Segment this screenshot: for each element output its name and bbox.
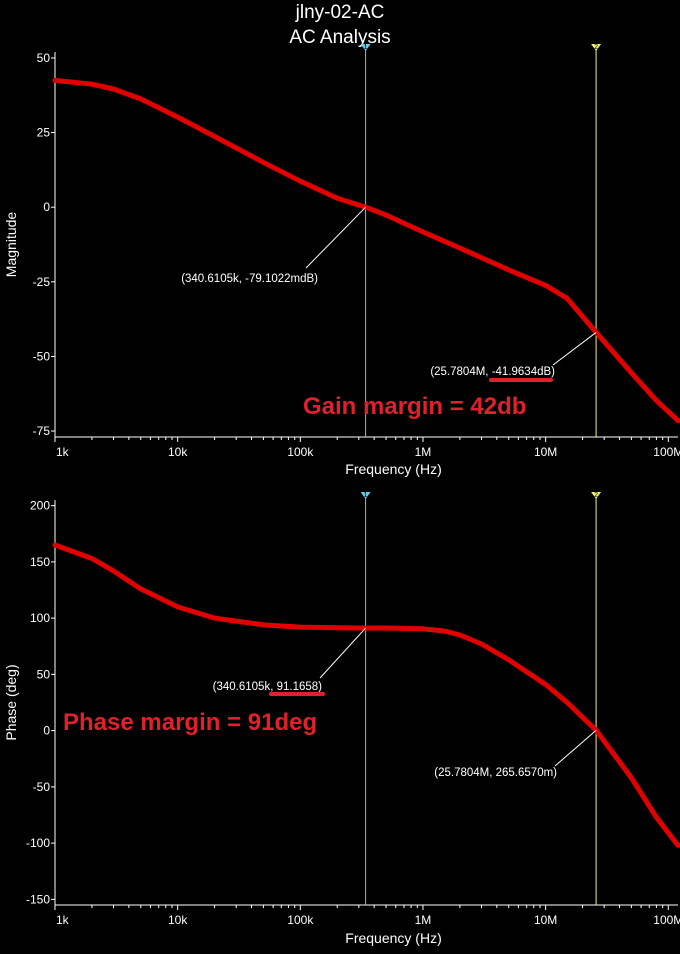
y-tick-label: 0 — [43, 200, 50, 214]
x-tick-label: 10k — [168, 445, 188, 459]
y-tick-label: -50 — [33, 349, 51, 363]
y-tick-label: -100 — [26, 836, 50, 850]
x-tick-label: 1k — [56, 445, 70, 459]
annotation-leader — [319, 627, 366, 679]
annotation-leader — [552, 332, 597, 366]
x-tick-label: 10M — [534, 445, 557, 459]
y-tick-label: 0 — [43, 724, 50, 738]
magnitude-panel: 50 25 0 -25 -50 -75 1k 10k 100k 1M 10M 100M Frequenc… — [3, 44, 680, 477]
trace-line — [52, 542, 680, 848]
cursor-1-label: 1 — [364, 44, 368, 51]
y-tick-label: -50 — [33, 780, 51, 794]
chart-subtitle: AC Analysis — [289, 27, 391, 48]
cursor-2-label: 2 — [594, 492, 598, 499]
annotation-label: (25.7804M, -41.9634dB) — [430, 366, 555, 378]
annotation-label: (340.6105k, 91.1658) — [213, 681, 323, 693]
x-tick-label: 100k — [287, 913, 314, 927]
chart-title: jlny-02-AC — [295, 2, 385, 23]
cursor-2-label: 2 — [594, 44, 598, 51]
trace-line — [52, 77, 680, 424]
y-tick-label: 50 — [37, 51, 51, 65]
x-tick-label: 100k — [287, 445, 314, 459]
cursor-2-marker — [591, 492, 602, 499]
y-axis-label: Phase (deg) — [3, 664, 19, 740]
y-tick-label: -75 — [33, 424, 51, 438]
x-axis-label: Frequency (Hz) — [345, 461, 441, 477]
phase-margin-note: Phase margin = 91deg — [63, 709, 317, 736]
annotation-label: (340.6105k, -79.1022mdB) — [181, 273, 318, 285]
annotation-leader — [305, 206, 366, 269]
y-tick-label: -150 — [26, 892, 50, 906]
x-tick-label: 100M — [653, 913, 680, 927]
cursor-1-marker — [360, 44, 371, 51]
x-tick-label: 1k — [56, 913, 70, 927]
cursor-2-marker — [591, 44, 602, 51]
annotation-label: (25.7804M, 265.6570m) — [434, 767, 557, 779]
x-tick-label: 1M — [415, 913, 432, 927]
y-tick-label: 200 — [30, 499, 50, 513]
gain-margin-note: Gain margin = 42db — [303, 393, 526, 420]
x-tick-label: 100M — [653, 445, 680, 459]
x-tick-label: 1M — [415, 445, 432, 459]
cursor-1-label: 1 — [364, 492, 368, 499]
x-tick-label: 10M — [534, 913, 557, 927]
x-axis-label: Frequency (Hz) — [345, 930, 441, 946]
cursor-1-marker — [360, 492, 371, 499]
y-tick-label: 100 — [30, 611, 50, 625]
y-axis-label: Magnitude — [3, 212, 19, 278]
y-tick-label: 150 — [30, 555, 50, 569]
y-tick-label: -25 — [33, 275, 51, 289]
y-tick-label: 25 — [37, 126, 51, 140]
annotation-leader — [554, 729, 597, 767]
phase-panel: 200 150 100 50 0 -50 -100 -150 1k 10k 100k 1M 10M 100… — [3, 492, 680, 946]
x-tick-label: 10k — [168, 913, 188, 927]
y-tick-label: 50 — [37, 667, 51, 681]
